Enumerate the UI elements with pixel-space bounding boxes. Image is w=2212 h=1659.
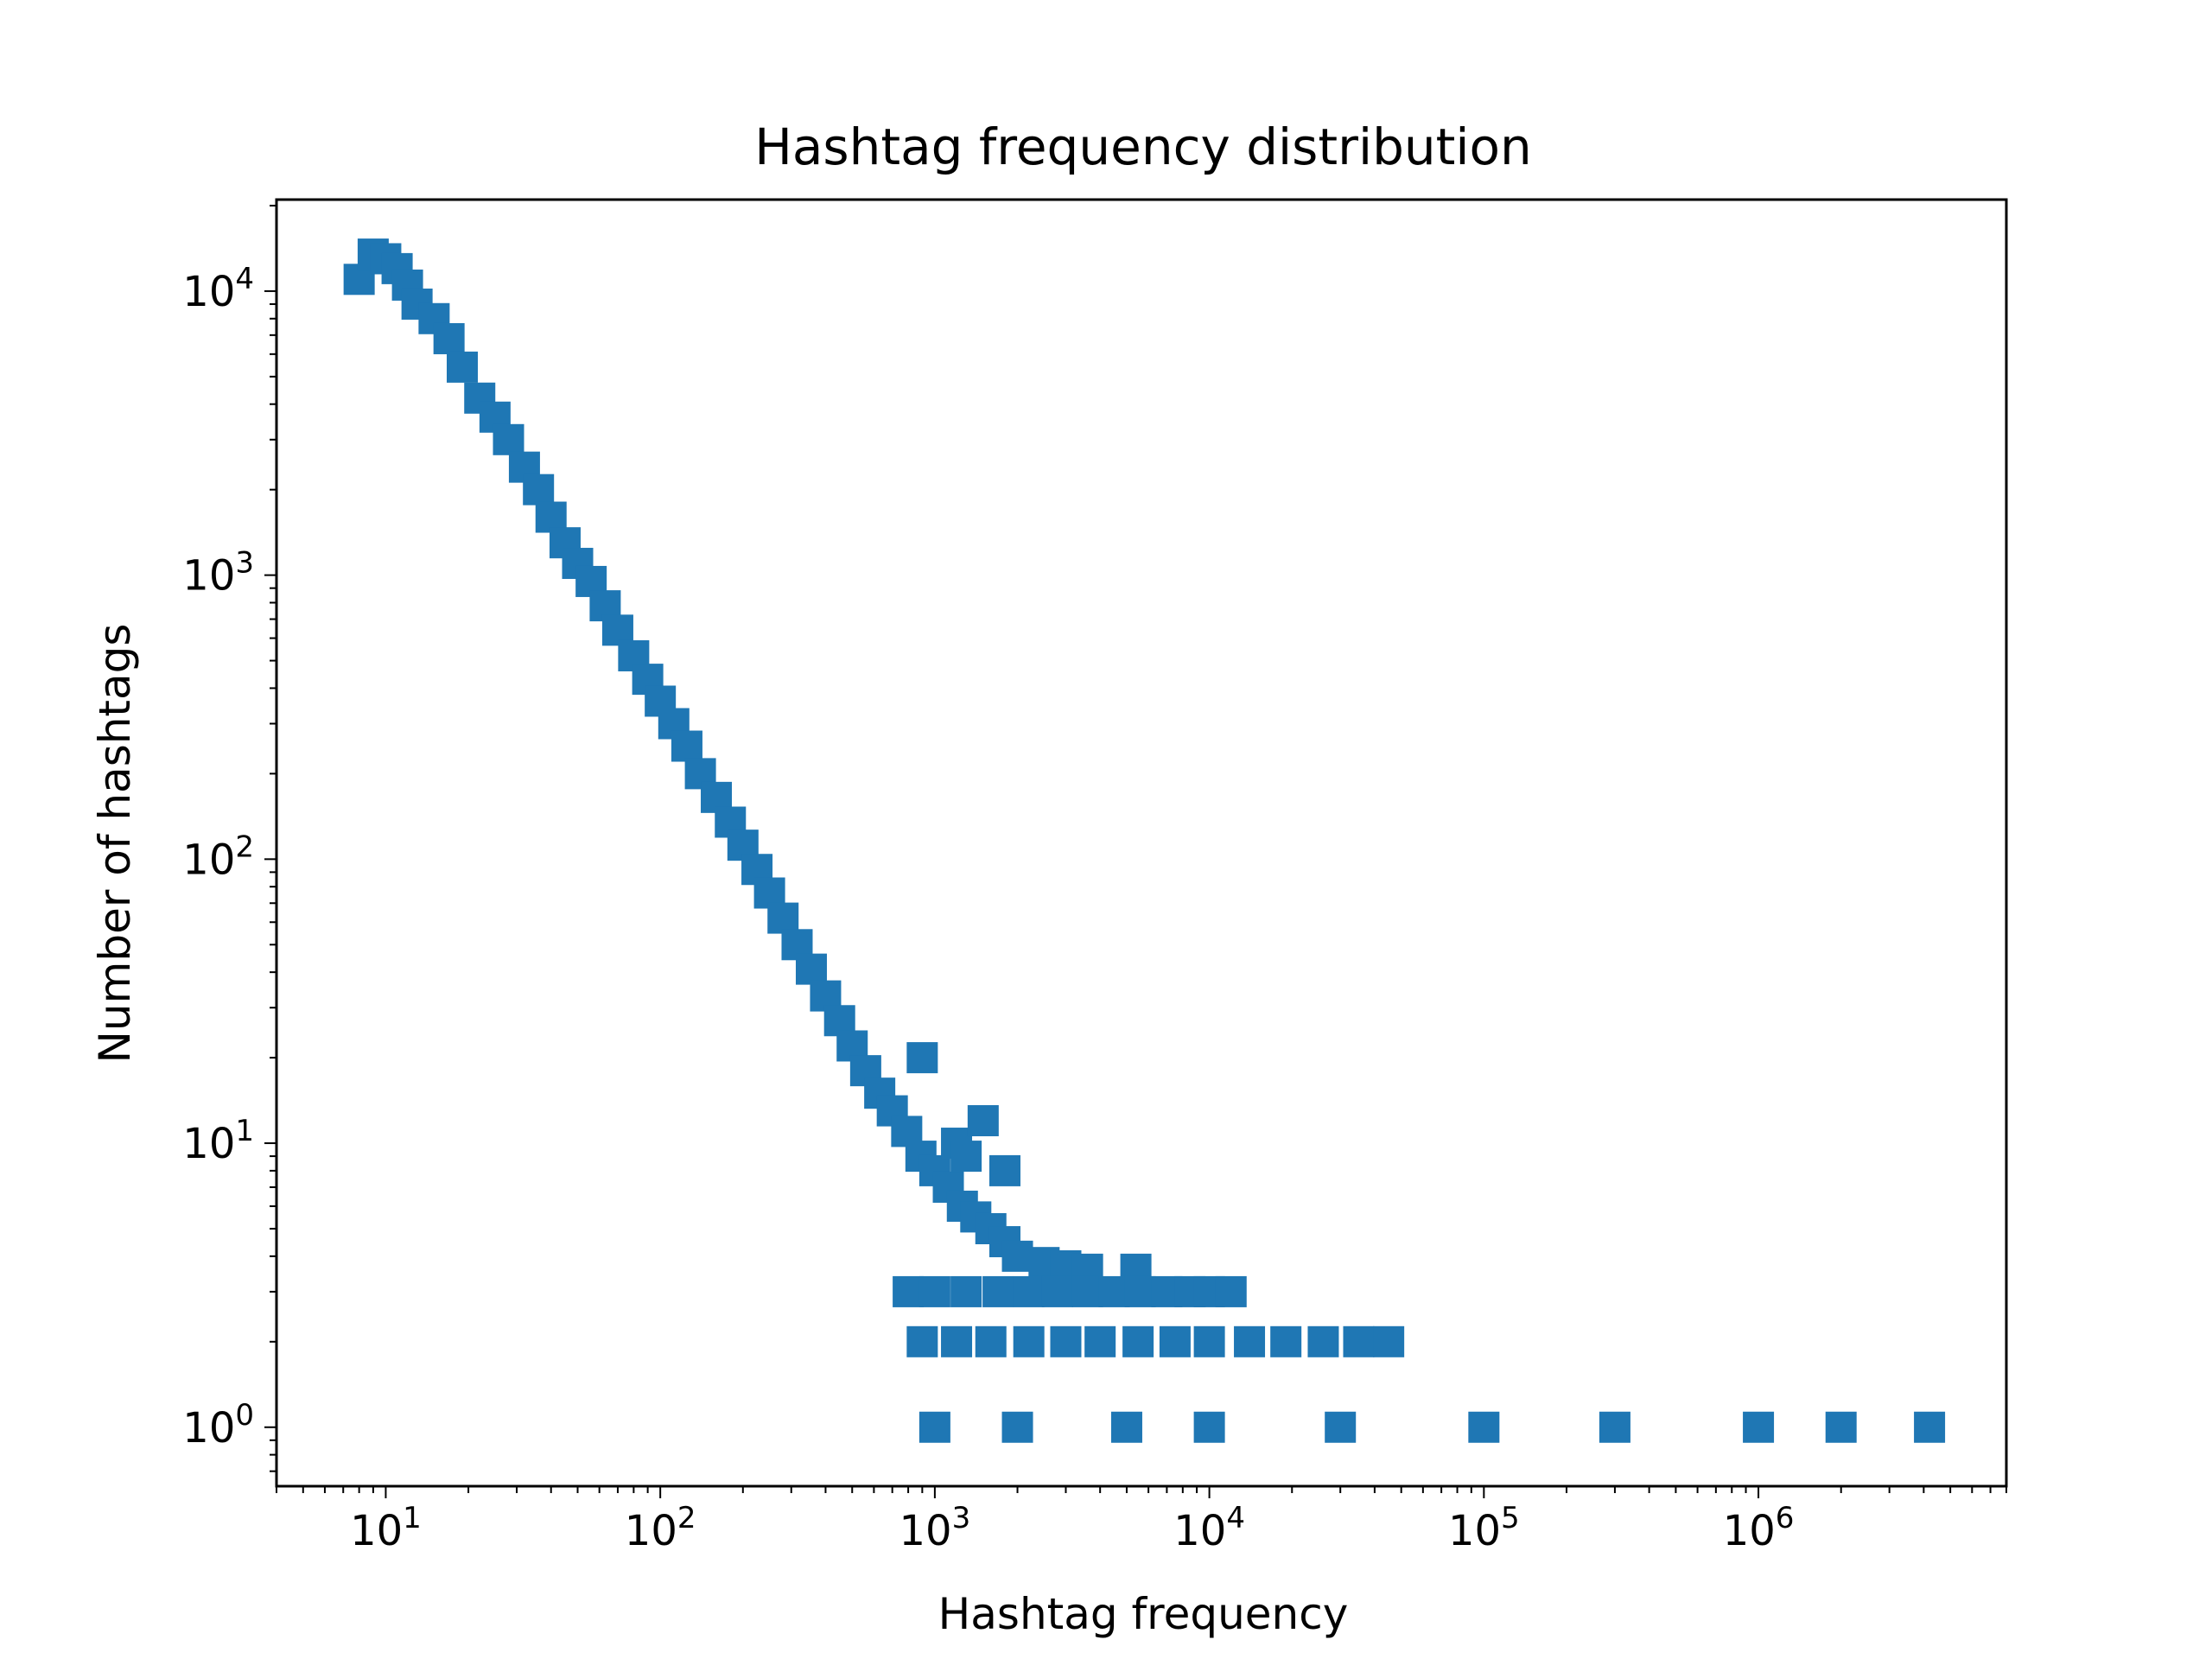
data-point [1325, 1411, 1357, 1443]
y-axis-label: Number of hashtags [90, 624, 140, 1064]
y-tick-label: 101 [182, 1114, 254, 1168]
y-axis-ticks: 100 101 102 103 104 [182, 204, 276, 1472]
data-point [918, 1275, 950, 1307]
data-point [918, 1411, 950, 1443]
data-point [1468, 1411, 1500, 1443]
data-point [1825, 1411, 1857, 1443]
x-tick-label: 103 [899, 1501, 971, 1555]
y-tick-label: 104 [182, 262, 254, 316]
data-point [1098, 1275, 1130, 1307]
data-point [1343, 1325, 1375, 1357]
x-tick-label: 105 [1448, 1501, 1520, 1555]
data-point [493, 423, 524, 455]
x-tick-label: 104 [1173, 1501, 1245, 1555]
data-series [343, 238, 1946, 1443]
data-point [988, 1154, 1020, 1186]
data-point [893, 1275, 925, 1307]
data-point [950, 1275, 982, 1307]
data-point [1001, 1411, 1033, 1443]
chart-title: Hashtag frequency distribution [754, 118, 1532, 176]
data-point [795, 953, 827, 985]
data-point [1159, 1325, 1191, 1357]
data-point [975, 1325, 1007, 1357]
data-point [982, 1275, 1014, 1307]
data-point [1122, 1325, 1154, 1357]
x-axis-ticks: 101 102 103 104 105 106 [276, 1486, 2007, 1555]
y-tick-label: 102 [182, 830, 254, 884]
data-point [1001, 1240, 1033, 1272]
data-point [1599, 1411, 1630, 1443]
data-point [906, 1042, 938, 1074]
data-point [447, 351, 479, 383]
data-point [1050, 1325, 1082, 1357]
data-point [1373, 1325, 1405, 1357]
data-point [967, 1105, 999, 1137]
data-point [1743, 1411, 1775, 1443]
axes-frame [275, 198, 2008, 1488]
x-tick-label: 106 [1723, 1501, 1795, 1555]
data-point [1013, 1325, 1045, 1357]
data-point [1084, 1325, 1116, 1357]
data-point [1110, 1411, 1142, 1443]
data-point [906, 1325, 938, 1357]
data-point [1013, 1275, 1045, 1307]
data-point [523, 474, 555, 505]
data-point [1270, 1325, 1302, 1357]
data-point [671, 730, 702, 762]
x-tick-label: 102 [625, 1501, 696, 1555]
data-point [950, 1141, 982, 1173]
data-point [1914, 1411, 1946, 1443]
x-axis-label: Hashtag frequency [938, 1589, 1349, 1639]
data-point [1041, 1275, 1073, 1307]
data-point [433, 322, 465, 354]
data-point [1124, 1275, 1156, 1307]
data-point [1193, 1411, 1225, 1443]
data-point [941, 1325, 973, 1357]
data-point [1071, 1275, 1103, 1307]
plot-area [343, 238, 1946, 1443]
data-point [1307, 1325, 1339, 1357]
data-point [1193, 1325, 1225, 1357]
y-tick-label: 100 [182, 1398, 254, 1452]
x-tick-label: 101 [350, 1501, 422, 1555]
data-point [1215, 1275, 1247, 1307]
y-tick-label: 103 [182, 546, 254, 601]
data-point [1234, 1325, 1266, 1357]
data-point [767, 902, 799, 934]
